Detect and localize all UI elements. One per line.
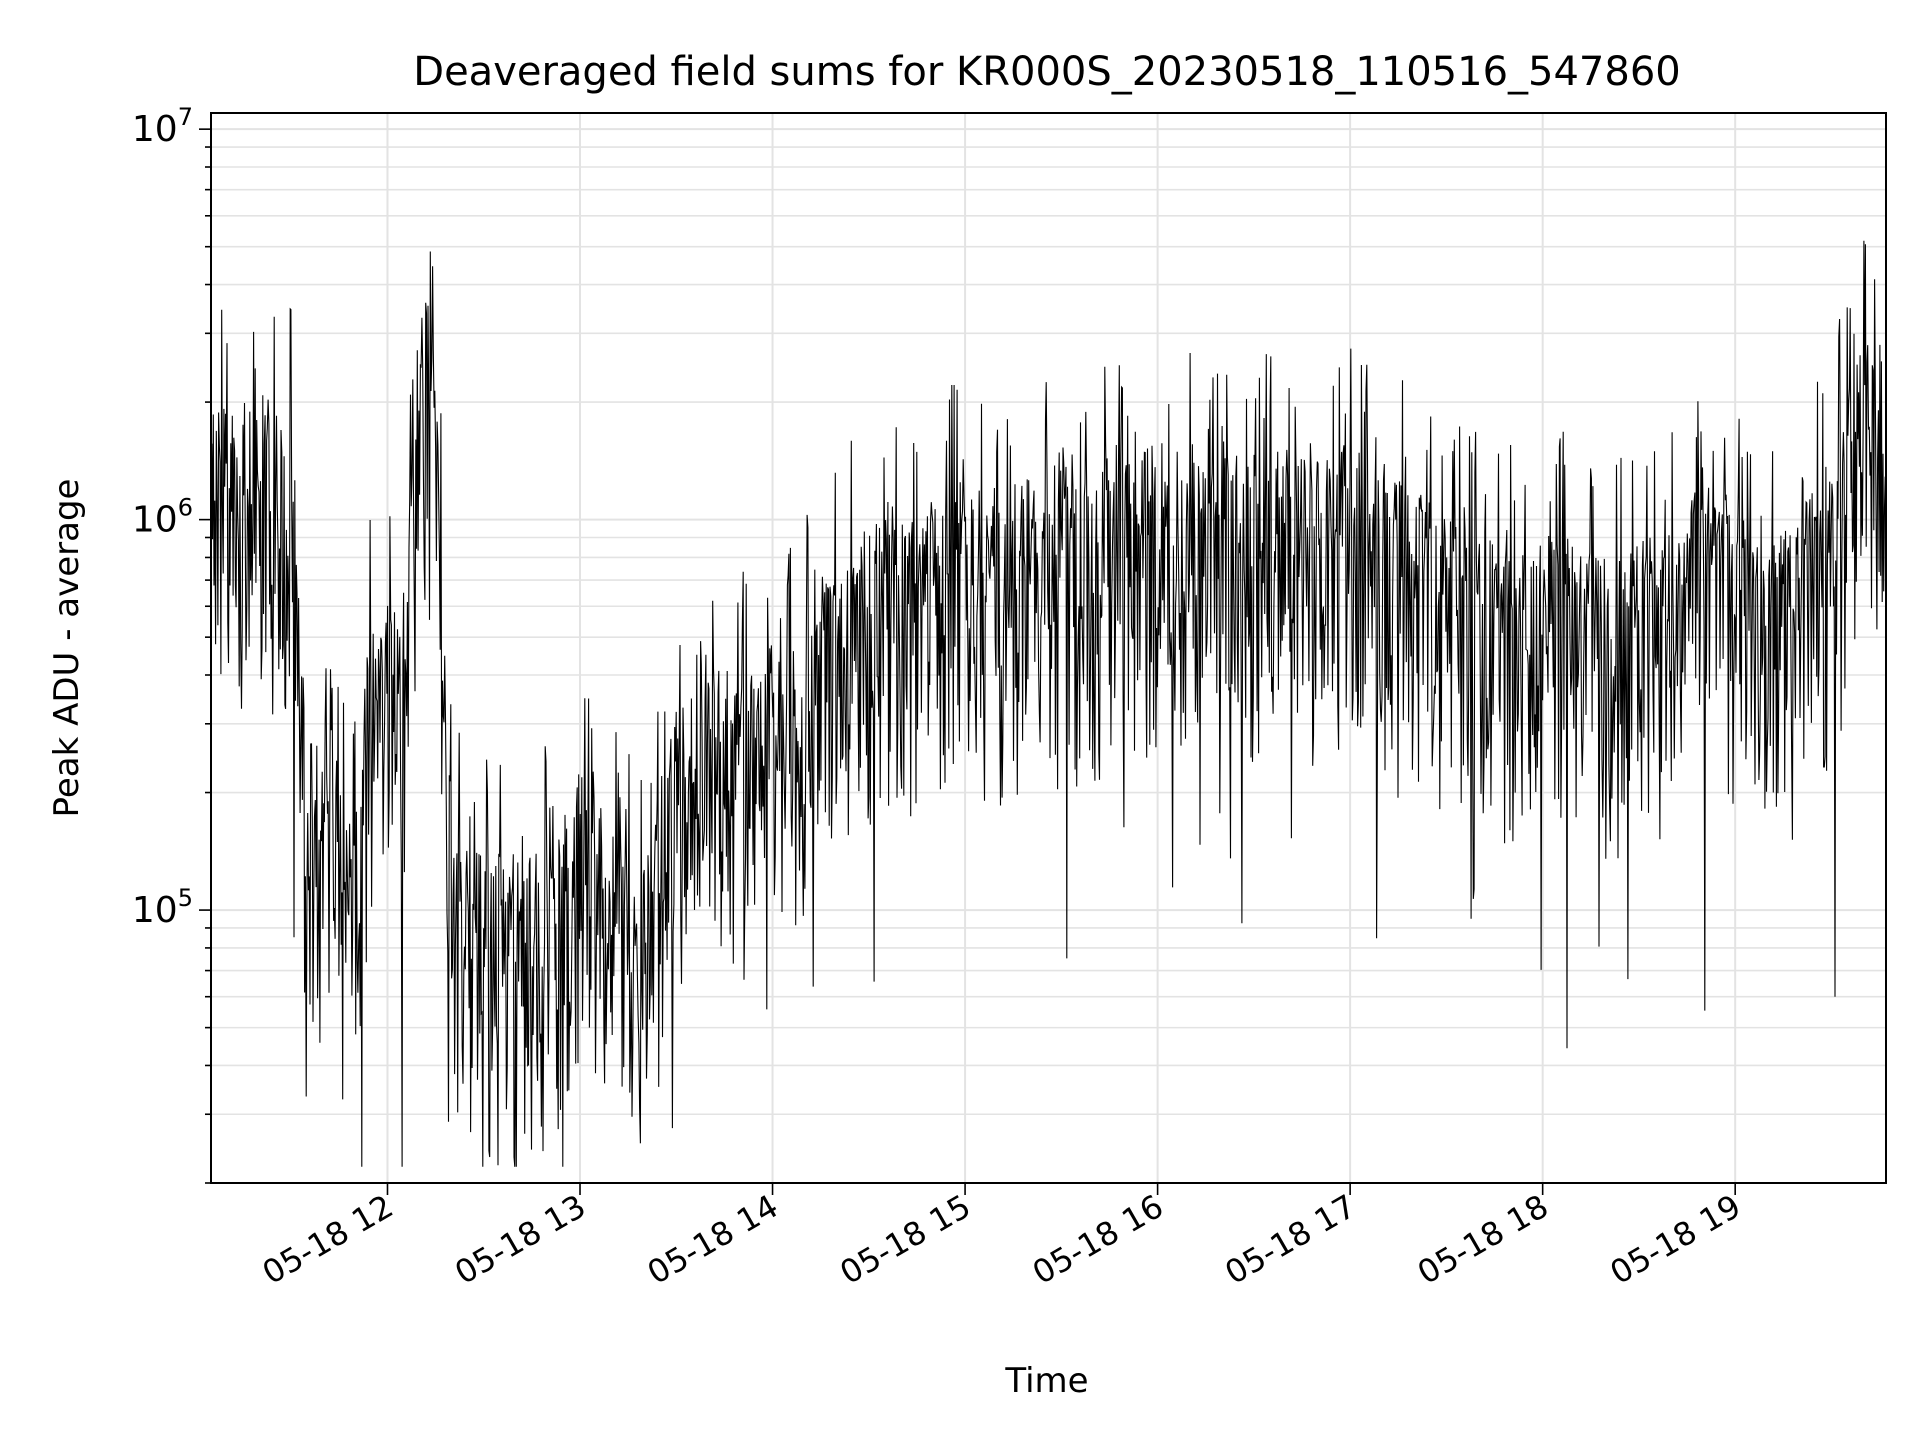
chart-title: Deaveraged field sums for KR000S_2023051… — [413, 49, 1680, 95]
x-axis-label: Time — [1004, 1361, 1088, 1401]
series-line — [210, 240, 1887, 1167]
plot-frame — [210, 112, 1887, 1184]
y-tick-label: 106 — [132, 494, 193, 541]
y-tick-label: 105 — [132, 884, 193, 931]
y-axis-label: Peak ADU - average — [47, 479, 87, 818]
data-line-group — [210, 240, 1887, 1167]
y-tick-label: 107 — [132, 103, 193, 150]
